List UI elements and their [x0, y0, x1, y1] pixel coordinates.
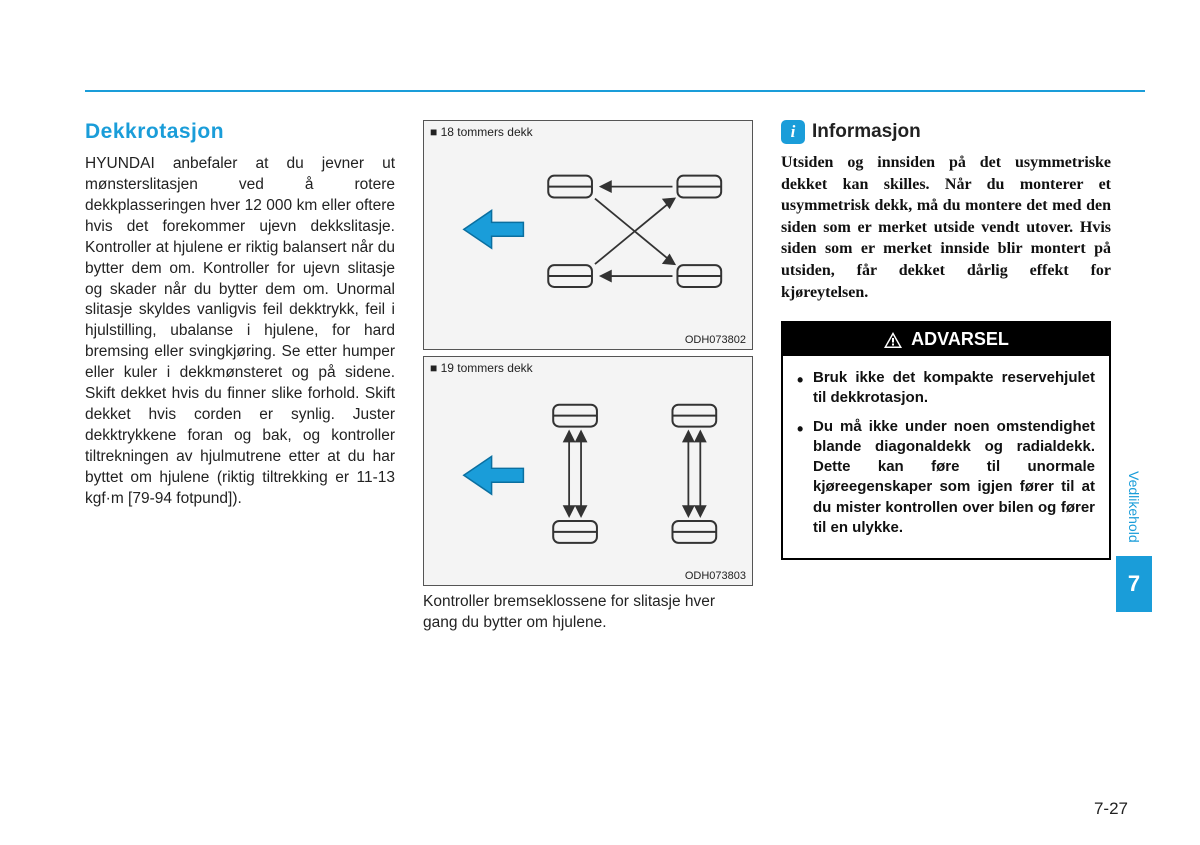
info-icon: i — [781, 120, 805, 144]
column-middle: ■ 18 tommers dekk — [423, 120, 753, 634]
warning-box: ADVARSEL Bruk ikke det kompakte reserveh… — [781, 321, 1111, 560]
page-number: 7-27 — [1094, 799, 1128, 819]
warning-header: ADVARSEL — [783, 323, 1109, 356]
column-right: i Informasjon Utsiden og innsiden på det… — [781, 120, 1111, 634]
section-title: Dekkrotasjon — [85, 120, 395, 144]
direction-arrow-icon — [464, 210, 524, 248]
diagram-caption: Kontroller bremseklossene for slitasje h… — [423, 592, 753, 634]
direction-arrow-icon — [464, 456, 524, 494]
diagram-label-2: ■ 19 tommers dekk — [430, 361, 533, 375]
info-title: Informasjon — [812, 121, 921, 143]
warning-item: Du må ikke under noen omstendighet bland… — [797, 417, 1095, 539]
body-paragraph: HYUNDAI anbefaler at du jevner ut mønste… — [85, 154, 395, 510]
diagram-18-inch: ■ 18 tommers dekk — [423, 120, 753, 350]
warning-item: Bruk ikke det kompakte reservehjulet til… — [797, 368, 1095, 409]
side-section-label: Vedlikehold — [1126, 462, 1142, 552]
info-paragraph: Utsiden og innsiden på det usymmetriske … — [781, 152, 1111, 303]
warning-triangle-icon — [883, 331, 903, 349]
side-tab: Vedlikehold 7 — [1116, 462, 1152, 612]
diagram-code-1: ODH073802 — [685, 334, 746, 346]
column-left: Dekkrotasjon HYUNDAI anbefaler at du jev… — [85, 120, 395, 634]
diagram-code-2: ODH073803 — [685, 570, 746, 582]
content-area: Dekkrotasjon HYUNDAI anbefaler at du jev… — [85, 120, 1110, 634]
top-rule — [85, 90, 1145, 92]
rotation-diagram-cross — [424, 121, 752, 350]
rotation-diagram-straight — [424, 357, 752, 586]
warning-title: ADVARSEL — [911, 329, 1009, 350]
diagram-19-inch: ■ 19 tommers dekk — [423, 356, 753, 586]
warning-body: Bruk ikke det kompakte reservehjulet til… — [783, 356, 1109, 558]
info-header: i Informasjon — [781, 120, 1111, 144]
side-chapter-number: 7 — [1116, 556, 1152, 612]
diagram-label-1: ■ 18 tommers dekk — [430, 125, 533, 139]
